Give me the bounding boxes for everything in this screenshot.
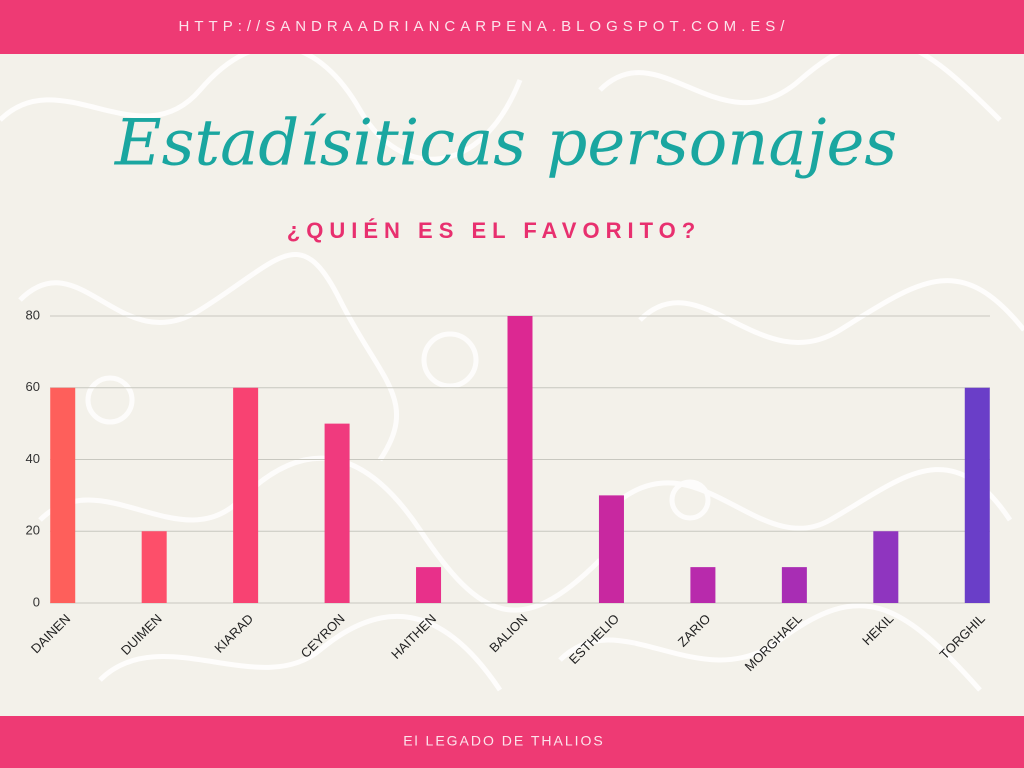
bar: [873, 531, 899, 603]
y-tick-label: 40: [26, 451, 40, 466]
y-tick-label: 0: [33, 594, 40, 609]
bar: [141, 531, 167, 603]
bar: [50, 387, 76, 603]
bar: [964, 387, 990, 603]
bar: [233, 387, 259, 603]
bar: [598, 495, 624, 603]
chart-subtitle: ¿QUIÉN ES EL FAVORITO?: [287, 218, 701, 243]
bar: [324, 423, 350, 603]
bar: [416, 567, 442, 603]
header-bar: [0, 0, 1024, 54]
background-pattern: [0, 38, 1024, 692]
bar: [507, 316, 533, 603]
bar: [690, 567, 716, 603]
chart-title: Estadísiticas personajes: [114, 107, 897, 181]
y-tick-label: 60: [26, 379, 40, 394]
bar: [781, 567, 807, 603]
footer-bar: [0, 716, 1024, 768]
y-tick-label: 80: [26, 307, 40, 322]
header-url: HTTP://SANDRAADRIANCARPENA.BLOGSPOT.COM.…: [179, 18, 790, 35]
footer-text: El LEGADO DE THALIOS: [403, 733, 605, 749]
y-tick-label: 20: [26, 523, 40, 538]
